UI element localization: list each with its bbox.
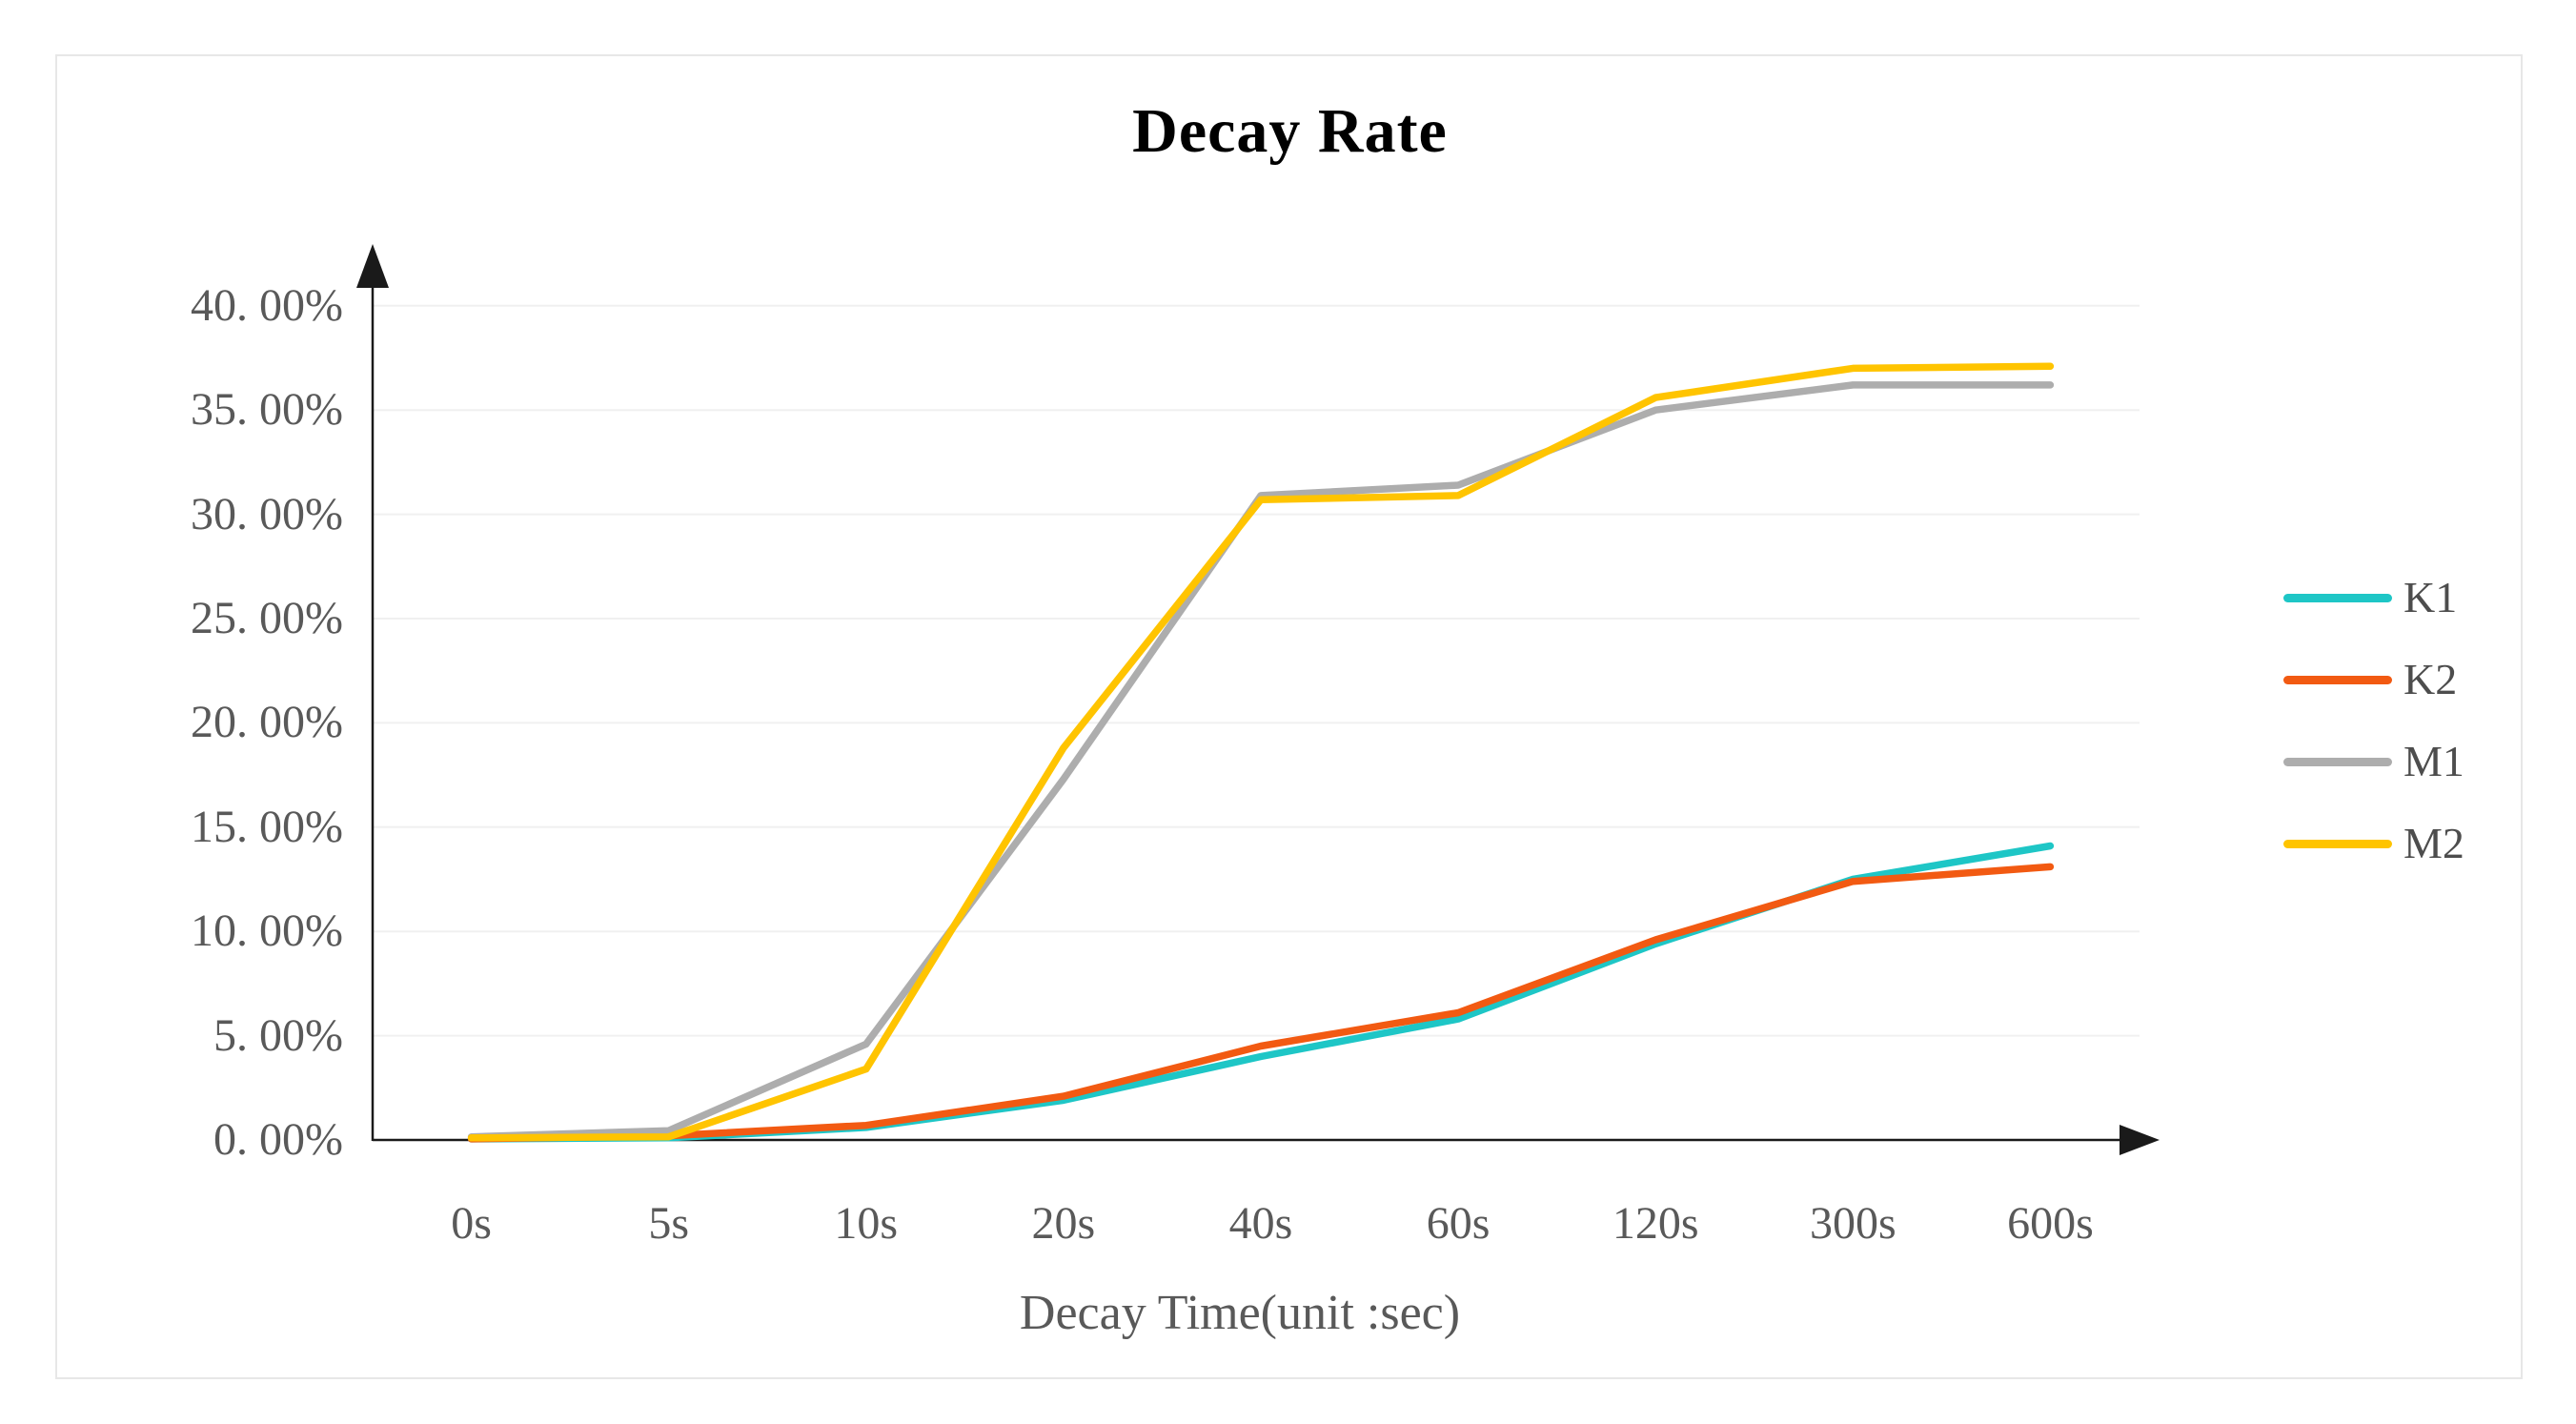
x-tick-label: 0s [451,1198,492,1249]
y-tick-label: 30. 00% [191,488,343,539]
legend-swatch-icon [2283,675,2392,684]
legend-label: M1 [2404,737,2464,785]
legend-swatch-icon [2283,593,2392,602]
y-tick-label: 40. 00% [191,279,343,331]
legend-item-K2: K2 [2283,639,2569,721]
chart-title: Decay Rate [1132,96,1448,166]
x-tick-label: 600s [2007,1198,2094,1249]
y-tick-label: 5. 00% [213,1009,343,1061]
legend-label: K2 [2404,655,2458,703]
y-tick-label: 10. 00% [191,905,343,957]
y-tick-label: 35. 00% [191,384,343,436]
x-axis-arrow-icon [2120,1125,2160,1155]
legend: K1 K2 M1 M2 [2283,557,2569,885]
x-tick-label: 120s [1612,1198,1699,1249]
x-tick-label: 60s [1426,1198,1491,1249]
legend-swatch-icon [2283,757,2392,766]
y-tick-label: 15. 00% [191,801,343,852]
series-line-M2 [467,362,2055,1142]
series-line-M1 [467,381,2055,1141]
series-line-K2 [467,863,2055,1143]
y-tick-label: 0. 00% [213,1114,343,1165]
y-tick-label: 20. 00% [191,697,343,748]
x-tick-label: 40s [1228,1198,1293,1249]
legend-item-M2: M2 [2283,803,2569,885]
legend-label: K1 [2404,573,2458,621]
x-tick-label: 5s [648,1198,689,1249]
legend-item-K1: K1 [2283,557,2569,639]
x-tick-label: 300s [1809,1198,1897,1249]
legend-swatch-icon [2283,839,2392,848]
y-tick-label: 25. 00% [191,593,343,643]
legend-label: M2 [2404,819,2464,867]
x-axis-title: Decay Time(unit :sec) [1019,1286,1461,1340]
chart-card [55,54,2523,1379]
legend-item-M1: M1 [2283,721,2569,803]
y-axis-arrow-icon [356,244,389,288]
x-tick-label: 10s [834,1198,899,1249]
x-tick-label: 20s [1031,1198,1096,1249]
